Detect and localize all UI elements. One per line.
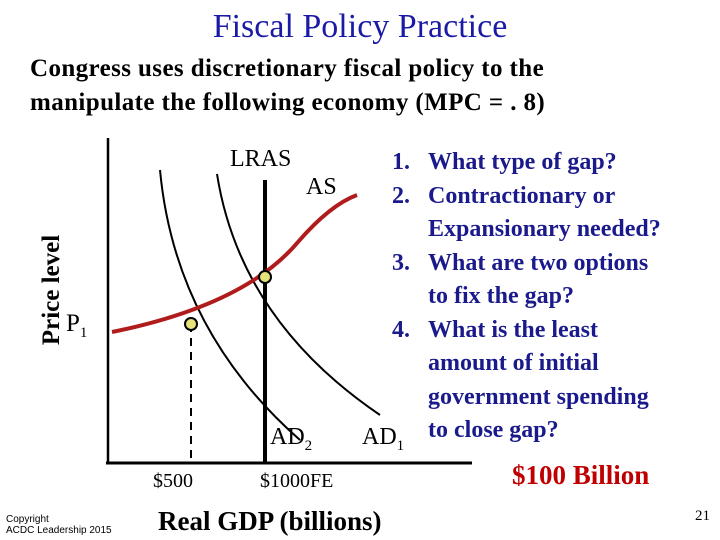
question-3: 3. What are two options to fix the gap? xyxy=(392,249,649,310)
ad1-label: AD1 xyxy=(362,424,405,454)
subtitle-line-2: manipulate the following economy (MPC = … xyxy=(30,89,546,116)
question-4: 4. What is the least amount of initial g… xyxy=(392,316,649,444)
tick-label-1000fe: $1000FE xyxy=(260,470,334,492)
y-axis-label: Price level xyxy=(38,234,65,346)
question-list: 1. What type of gap? 2. Contractionary o… xyxy=(380,146,661,448)
ad2-curve xyxy=(159,169,301,441)
ad2-label: AD2 xyxy=(270,424,313,454)
tick-label-500: $500 xyxy=(153,470,193,492)
question-1: 1. What type of gap? xyxy=(392,149,617,175)
as-label: AS xyxy=(306,174,337,200)
x-axis-label: Real GDP (billions) xyxy=(158,506,382,536)
page-number: 21 xyxy=(695,508,710,524)
slide-subtitle: Congress uses discretionary fiscal polic… xyxy=(30,52,545,120)
lras-label: LRAS xyxy=(230,146,292,172)
subtitle-line-1: Congress uses discretionary fiscal polic… xyxy=(30,55,545,82)
as-curve xyxy=(111,193,358,334)
answer-text: $100 Billion xyxy=(512,460,650,490)
slide-title: Fiscal Policy Practice xyxy=(212,8,508,45)
price-level-label: P1 xyxy=(66,310,88,341)
copyright-notice: Copyright ACDC Leadership 2015 xyxy=(6,514,112,536)
equilibrium-point-ad2 xyxy=(184,317,198,331)
equilibrium-point-ad1 xyxy=(258,270,272,284)
ad1-curve xyxy=(216,173,381,416)
question-2: 2. Contractionary or Expansionary needed… xyxy=(392,182,661,243)
